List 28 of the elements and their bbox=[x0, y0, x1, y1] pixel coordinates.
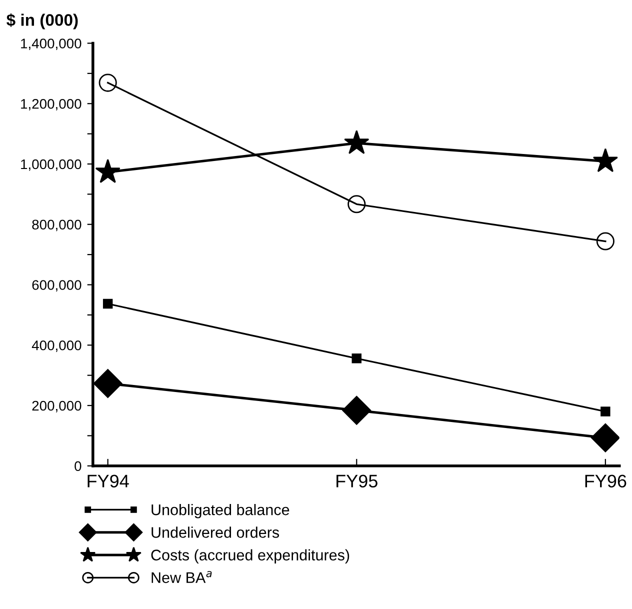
point bbox=[590, 423, 620, 452]
y-tick-label: 600,000 bbox=[32, 280, 82, 292]
y-tick-label: 1,200,000 bbox=[21, 98, 82, 110]
y-tick-label: 400,000 bbox=[32, 340, 82, 352]
legend-label: New BA$^{a}$ bbox=[152, 571, 212, 584]
point bbox=[93, 369, 122, 398]
x-tick-label: FY95 bbox=[336, 474, 378, 488]
point bbox=[592, 148, 618, 172]
point bbox=[95, 158, 120, 183]
y-tick-label: 0 bbox=[74, 461, 82, 472]
legend-label: Unobligated balance bbox=[152, 504, 290, 518]
point bbox=[352, 354, 362, 364]
point bbox=[102, 298, 113, 309]
y-tick-label: 800,000 bbox=[32, 220, 82, 232]
y-tick-label: 1,000,000 bbox=[21, 159, 82, 171]
point bbox=[342, 396, 372, 425]
y-axis-title: $ in (000) bbox=[6, 13, 78, 30]
y-tick-label: 1,400,000 bbox=[21, 38, 82, 50]
point bbox=[600, 406, 610, 416]
x-tick-label: FY94 bbox=[88, 474, 129, 488]
x-tick-label: FY96 bbox=[585, 474, 626, 488]
y-tick-label: 200,000 bbox=[32, 400, 82, 412]
point bbox=[344, 130, 370, 154]
legend-label: Undelivered orders bbox=[152, 526, 280, 538]
point bbox=[98, 74, 117, 92]
legend-label: Costs (accrued expenditures) bbox=[151, 549, 350, 564]
point bbox=[348, 195, 366, 214]
point bbox=[596, 232, 614, 250]
